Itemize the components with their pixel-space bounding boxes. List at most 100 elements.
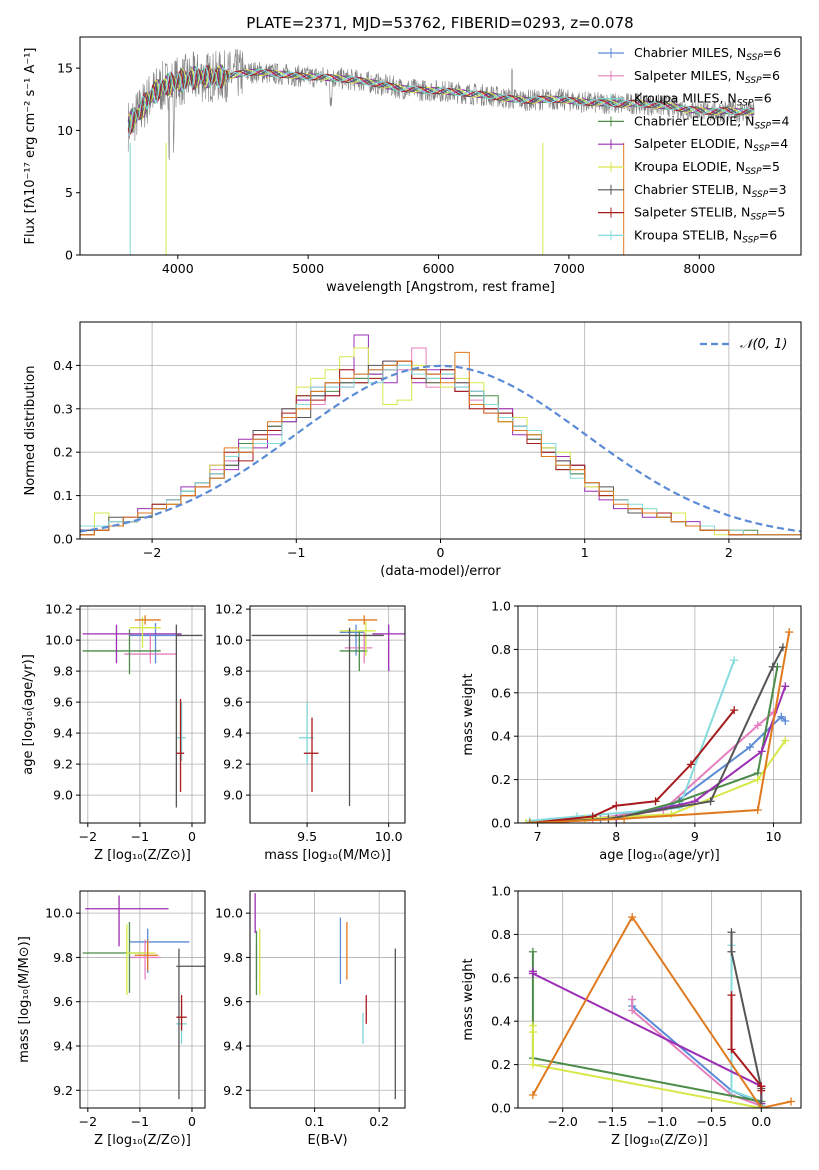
axes-frame <box>249 890 406 1109</box>
y-tick-label: 0.4 <box>491 729 511 744</box>
plus-marker <box>753 805 762 814</box>
series <box>525 682 790 823</box>
y-tick-label: 9.8 <box>53 950 73 965</box>
series-line <box>525 711 775 823</box>
plus-marker <box>628 1006 637 1015</box>
legend-entry: Chabrier STELIB, NSSP=3 <box>634 182 787 200</box>
x-tick-label: 0 <box>437 545 445 560</box>
y-tick-label: 9.2 <box>53 1083 73 1098</box>
panel-mass_vs_ebv: 0.1 0.2 9.2 9.4 9.6 9.8 10.0 E(B-V) <box>215 890 406 1148</box>
plus-marker <box>727 1045 736 1054</box>
y-axis-label: mass [log₁₀(M/M⊙)] <box>17 936 32 1063</box>
y-axis-label: mass weight <box>461 673 476 755</box>
x-tick-label: 7 <box>534 829 542 844</box>
panel-mass_vs_Z: −2 −1 0 9.2 9.4 9.6 9.8 10.0 Z [log₁₀(Z/Z⊙)] mass… <box>17 890 206 1148</box>
gaussian-curve <box>80 364 801 533</box>
plus-marker <box>757 1104 766 1108</box>
x-tick-label: 10.0 <box>375 829 403 844</box>
plus-marker <box>757 1086 766 1095</box>
panel-age_vs_Z: −2 −1 0 9.0 9.2 9.4 9.6 9.8 10.0 10.2 Z [log₁₀(Z/Z… <box>21 602 206 863</box>
x-tick-label: −2 <box>79 1114 97 1129</box>
y-axis-label: Flux [fλ10⁻¹⁷ erg cm⁻² s⁻¹ A⁻¹] <box>23 48 38 245</box>
x-tick-label: 8 <box>612 829 620 844</box>
plus-marker <box>528 1090 537 1099</box>
plus-marker <box>727 947 736 956</box>
data-point <box>85 895 169 947</box>
model-spectrum <box>127 65 755 135</box>
y-tick-label: 9.8 <box>223 664 243 679</box>
series-line <box>529 631 791 823</box>
plus-marker <box>781 717 790 726</box>
y-axis-label: Normed distribution <box>23 366 38 496</box>
plus-marker <box>781 682 790 691</box>
legend: Chabrier MILES, NSSP=6 Salpeter MILES, NS… <box>598 45 789 245</box>
x-tick-label: −1.5 <box>597 1114 627 1129</box>
y-tick-label: 10 <box>57 123 73 138</box>
plus-marker <box>667 810 676 819</box>
y-tick-label: 9.0 <box>53 788 73 803</box>
plot-area <box>82 615 203 808</box>
x-tick-label: 1 <box>581 545 589 560</box>
y-tick-label: 10.2 <box>215 602 243 617</box>
x-tick-label: −2 <box>143 545 161 560</box>
y-tick-label: 10.2 <box>45 602 73 617</box>
y-tick-label: 10.0 <box>215 906 243 921</box>
y-tick-label: 9.6 <box>223 994 243 1009</box>
series-line <box>529 659 736 822</box>
series-line <box>631 999 762 1107</box>
x-tick-label: −1 <box>131 829 149 844</box>
y-axis-label: age [log₁₀(age/yr)] <box>21 654 36 775</box>
y-tick-label: 9.8 <box>223 950 243 965</box>
y-tick-label: 0.6 <box>491 685 511 700</box>
y-tick-label: 0.2 <box>491 772 511 787</box>
data-point <box>339 630 368 672</box>
legend-entry: Salpeter MILES, NSSP=6 <box>634 68 780 86</box>
data-point <box>126 924 156 996</box>
axes-frame <box>249 605 406 824</box>
plus-marker <box>651 797 660 806</box>
plot-area <box>528 913 796 1108</box>
axes-frame <box>79 36 802 256</box>
plot-area <box>80 334 801 539</box>
x-axis-label: age [log₁₀(age/yr)] <box>599 848 720 863</box>
x-tick-label: 8000 <box>683 261 715 276</box>
series <box>528 1021 766 1108</box>
histogram-series <box>80 351 801 539</box>
x-tick-label: −1 <box>287 545 305 560</box>
x-tick-label: 0.0 <box>751 1114 771 1129</box>
series-line <box>529 709 735 823</box>
model-spectrum <box>127 64 755 133</box>
x-axis-label: Z [log₁₀(Z/Z⊙)] <box>94 848 191 863</box>
series-line <box>532 915 792 1108</box>
series <box>525 628 794 823</box>
plus-marker <box>628 995 637 1004</box>
panel-age_vs_mass: 9.5 10.0 9.0 9.2 9.4 9.6 9.8 10.0 10.2 mass [log₁… <box>215 602 406 863</box>
plus-marker <box>730 656 739 665</box>
series-line <box>730 932 763 1108</box>
plus-marker <box>620 814 629 823</box>
x-tick-label: 2 <box>725 545 733 560</box>
y-tick-label: 0.1 <box>53 488 73 503</box>
y-axis-label: mass weight <box>461 958 476 1040</box>
series <box>521 736 790 823</box>
y-tick-label: 0.2 <box>53 445 73 460</box>
plot-area <box>251 615 405 806</box>
y-tick-label: 10.0 <box>45 633 73 648</box>
plus-marker <box>727 991 736 1000</box>
plus-marker <box>753 775 762 784</box>
plus-marker <box>753 721 762 730</box>
y-tick-label: 0.0 <box>491 816 511 831</box>
y-tick-label: 9.8 <box>53 664 73 679</box>
x-tick-label: 6000 <box>423 261 455 276</box>
series-line <box>529 646 784 823</box>
plus-marker <box>706 797 715 806</box>
panel-weight_vs_Z: −2.0 −1.5 −1.0 −0.5 0.0 0.0 0.2 0.4 0.6 0.8 1.0 Z [… <box>461 884 802 1148</box>
y-tick-label: 10.0 <box>45 906 73 921</box>
plot-area <box>82 895 205 1100</box>
x-tick-label: 10 <box>766 829 782 844</box>
panel-spectrum: 4000 5000 6000 7000 8000 0 5 10 15 wavelength [An… <box>23 36 802 295</box>
y-tick-label: 9.6 <box>53 994 73 1009</box>
data-point <box>134 615 161 625</box>
y-tick-label: 9.2 <box>223 757 243 772</box>
